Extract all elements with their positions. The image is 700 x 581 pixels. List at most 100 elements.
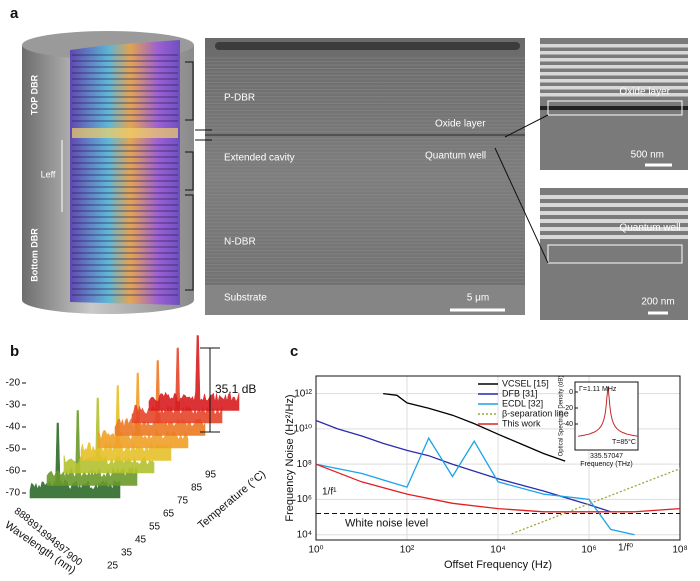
y-tick-label: 10⁶: [297, 494, 312, 505]
layer: [540, 211, 688, 215]
inset-peak: [577, 386, 639, 437]
plot-frame: [315, 375, 681, 541]
text-label: Substrate: [224, 293, 267, 304]
spectrum: [63, 397, 155, 474]
layer: [540, 195, 688, 199]
layer: [540, 51, 688, 55]
series-line: [315, 419, 611, 513]
sem-layers: [205, 42, 525, 315]
sem-image: [205, 38, 525, 315]
y-tick-label: -50: [6, 444, 21, 455]
layer: [540, 86, 688, 90]
y-tick-label: -60: [6, 466, 21, 477]
layer: [540, 235, 688, 239]
x-tick-label: 10⁰: [308, 545, 323, 556]
waterfall: -20-30-40-50-60-70888891894897900Wavelen…: [2, 335, 268, 577]
y-tick-label: 10⁸: [297, 459, 312, 470]
series-line: [511, 467, 681, 535]
inset-image: [540, 38, 688, 170]
x-axis-label: Offset Frequency (Hz): [444, 559, 552, 571]
oxide: [540, 106, 688, 110]
scale-label: 200 nm: [641, 297, 674, 308]
cutaway: [70, 40, 180, 305]
y-axis-label: Frequency Noise (Hz²/Hz): [284, 394, 296, 521]
noise-chart: 10⁰ 10² 10⁴ 10⁶ 10⁸ 10⁴ 10⁶ 10⁸ 10¹⁰ 10¹² Offset F…: [284, 375, 688, 571]
series-line: [315, 436, 635, 536]
z-tick-label: 65: [163, 509, 175, 520]
legend-label: This work: [502, 418, 541, 428]
layer: [540, 203, 688, 207]
connector: [195, 129, 212, 141]
layer: [540, 79, 688, 83]
z-tick-label: 55: [149, 522, 161, 533]
annotation: 35.1 dB: [215, 382, 256, 396]
series-line: [315, 463, 681, 513]
text-label: Bottom DBR: [29, 228, 39, 282]
layer: [540, 65, 688, 69]
text-label: Quantum well: [619, 223, 680, 234]
z-tick-label: 25: [107, 561, 119, 572]
bracket: [185, 61, 194, 291]
z-tick-label: 75: [177, 496, 189, 507]
annotation-arrow: [200, 347, 220, 433]
panel-label: b: [10, 343, 19, 360]
layer: [540, 44, 688, 48]
highlight-box: [547, 244, 683, 264]
text-label: TOP DBR: [29, 74, 39, 115]
text-label: Leff: [41, 169, 56, 179]
layer: [540, 93, 688, 97]
text-label: Oxide layer: [619, 87, 670, 98]
inset-tick-label: 0: [569, 389, 573, 396]
annotation: 1/f⁰: [618, 543, 633, 554]
spectrum: [148, 335, 240, 411]
text-label: Quantum well: [425, 151, 486, 162]
top-contact: [215, 42, 520, 50]
y-tick-label: -30: [6, 400, 21, 411]
active-region: [72, 128, 178, 138]
zoom-line: [494, 147, 549, 264]
inset-text: T=85°C: [612, 438, 636, 446]
text-label: P-DBR: [224, 93, 255, 104]
inset-text: 335.57047: [590, 453, 623, 460]
z-tick-label: 95: [205, 470, 217, 481]
text-label: N-DBR: [224, 237, 256, 248]
scale-label: 500 nm: [631, 150, 664, 161]
legend-label: β-separation line: [502, 408, 569, 418]
inset-tick-label: -40: [563, 421, 573, 428]
legend-label: ECDL [32]: [502, 398, 543, 408]
z-tick-label: 85: [191, 483, 203, 494]
z-tick-label: 35: [121, 548, 133, 559]
spectrum: [131, 347, 223, 424]
annotation: White noise level: [345, 517, 428, 529]
inset-text: Γ=1.11 MHz: [579, 386, 617, 393]
y-tick-label: 10¹²: [294, 388, 312, 399]
y-tick-label: -70: [6, 488, 21, 499]
zoom-line: [504, 114, 549, 138]
x-tick-label: 10⁸: [672, 545, 687, 556]
y-tick-label: 10⁴: [297, 529, 312, 540]
layer: [540, 72, 688, 76]
scale-label: 5 μm: [467, 293, 489, 304]
x-tick-label: 10²: [400, 545, 415, 556]
x-tick-label: 10⁴: [490, 545, 505, 556]
layer: [540, 219, 688, 223]
x-tick-label: 10⁶: [581, 545, 596, 556]
legend-label: VCSEL [15]: [502, 378, 549, 388]
inset-tick-label: -20: [563, 405, 573, 412]
y-tick-label: 10¹⁰: [294, 424, 312, 435]
dbr-stripes: [72, 54, 178, 296]
inset-text: Frequency (THz): [580, 461, 633, 468]
series-line: [383, 392, 566, 462]
layer: [540, 227, 688, 231]
panel-label: c: [290, 343, 298, 360]
inset-text: Optical Spectrum Density (dB): [559, 376, 565, 457]
inset-image: [540, 188, 688, 320]
text-label: Extended cavity: [224, 153, 295, 164]
text-label: Oxide layer: [435, 119, 486, 130]
z-tick-label: 45: [135, 535, 147, 546]
inset-frame: [574, 381, 639, 451]
legend-label: DFB [31]: [502, 388, 538, 398]
layer: [540, 58, 688, 62]
panel-label: a: [10, 5, 19, 22]
